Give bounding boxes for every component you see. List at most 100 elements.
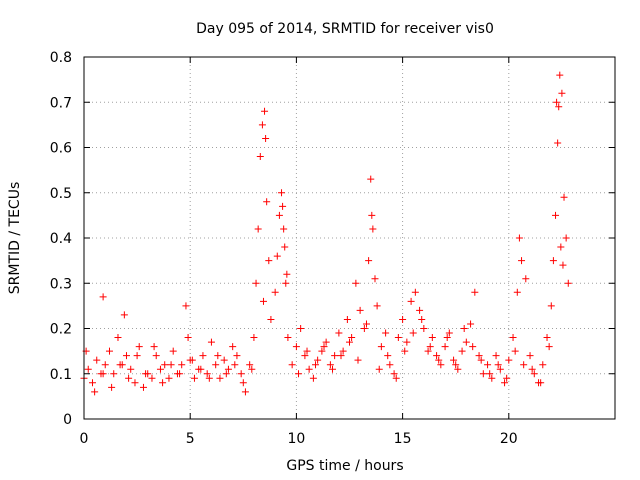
data-point [339,347,347,355]
data-point [99,370,107,378]
data-point [263,198,271,206]
y-tick-label: 0.5 [50,186,72,202]
data-point [84,365,92,373]
data-point [552,211,560,219]
data-point [301,352,309,360]
data-point [275,211,283,219]
data-point [176,370,184,378]
data-point [250,334,258,342]
data-point [265,257,273,265]
x-tick-label: 5 [186,431,195,447]
data-point [559,261,567,269]
data-point [282,279,290,287]
data-point [216,374,224,382]
data-point [278,189,286,197]
data-point [437,361,445,369]
data-point [452,361,460,369]
data-point [399,315,407,323]
data-point [199,352,207,360]
data-point [348,334,356,342]
data-point [241,388,249,396]
data-point [254,225,262,233]
data-point [553,98,561,106]
data-point [411,288,419,296]
x-tick-label: 15 [394,431,412,447]
data-point [91,388,99,396]
data-point [205,374,213,382]
data-point [488,374,496,382]
data-point [556,71,564,79]
data-point [101,361,109,369]
data-point [496,365,504,373]
data-point [150,343,158,351]
data-point [373,302,381,310]
data-point [259,297,267,305]
data-point [283,270,291,278]
data-point [409,329,417,337]
data-point [549,257,557,265]
data-point [426,343,434,351]
data-point [182,302,190,310]
data-point [258,121,266,129]
data-point [105,347,113,355]
data-point [458,347,466,355]
data-point [167,361,175,369]
data-point [237,370,245,378]
data-point [362,320,370,328]
data-point [558,89,566,97]
data-point [122,352,130,360]
data-point [486,370,494,378]
data-point [384,352,392,360]
data-point [212,361,220,369]
data-point [392,374,400,382]
chart-title: Day 095 of 2014, SRMTID for receiver vis… [196,21,494,37]
data-point [554,139,562,147]
data-point [127,365,135,373]
data-point [375,365,383,373]
data-point [271,288,279,296]
x-tick-labels: 0 5 10 15 20 [80,431,518,447]
data-point [305,365,313,373]
y-tick-labels: 0 0.1 0.2 0.3 0.4 0.5 0.6 0.7 0.8 [50,50,72,428]
data-point [314,356,322,364]
data-point [142,370,150,378]
data-point [403,338,411,346]
data-point [416,306,424,314]
data-point [161,361,169,369]
data-point [233,352,241,360]
y-tick-label: 0.1 [50,367,72,383]
data-point [295,370,303,378]
data-point [445,329,453,337]
data-point [462,338,470,346]
data-point [547,302,555,310]
data-point [505,356,513,364]
data-point [367,175,375,183]
data-point [309,374,317,382]
grid-layer [84,57,615,419]
data-point [99,293,107,301]
data-point [214,352,222,360]
data-point [360,325,368,332]
data-point [131,379,139,387]
data-point [513,288,521,296]
data-point [169,347,177,355]
data-point [562,234,570,242]
data-point [539,361,547,369]
x-tick-label: 10 [287,431,305,447]
data-point [564,279,572,287]
data-point [503,374,511,382]
data-point [165,374,173,382]
data-point [252,279,260,287]
data-point [331,352,339,360]
data-point [292,343,300,351]
data-point [460,325,468,332]
data-point [469,343,477,351]
data-point [297,325,305,332]
data-point [343,315,351,323]
data-point [352,279,360,287]
data-point [178,361,186,369]
data-point [326,361,334,369]
data-point [120,311,128,319]
y-tick-label: 0.3 [50,276,72,292]
